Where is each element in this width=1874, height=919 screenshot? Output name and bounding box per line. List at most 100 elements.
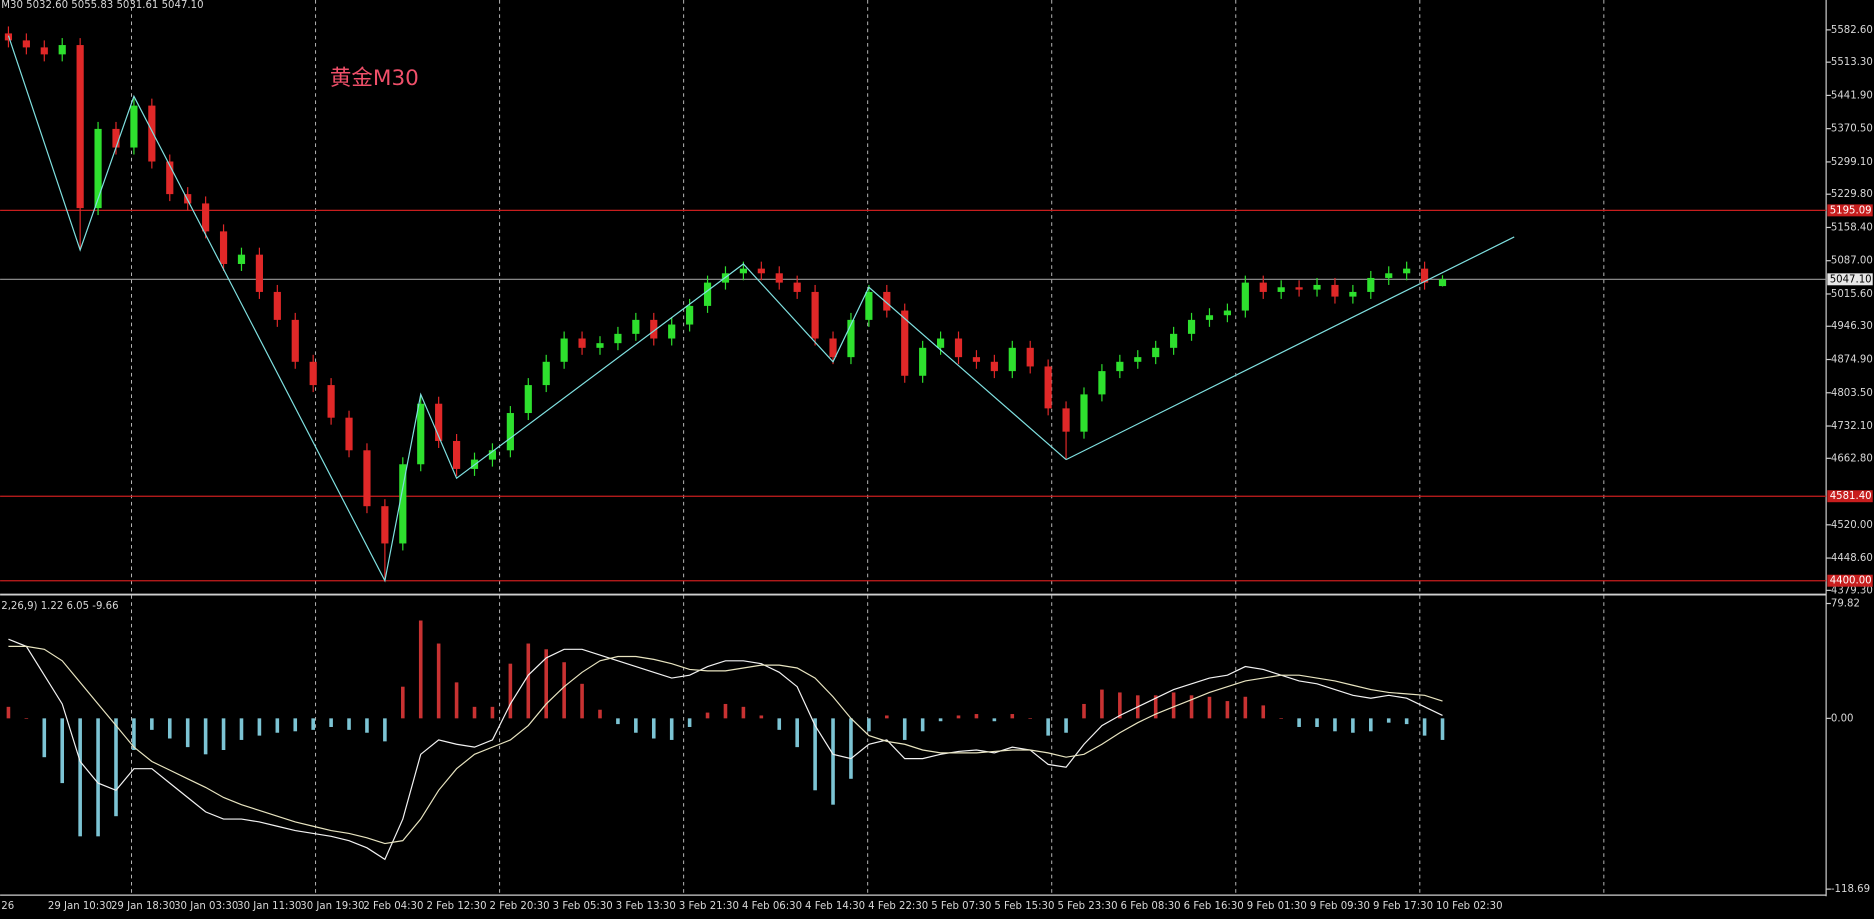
macd-line: [8, 638, 1443, 861]
candle-body: [1349, 291, 1357, 297]
macd-histogram-bar: [347, 718, 351, 730]
macd-histogram-bar: [920, 718, 925, 732]
candle-body: [1223, 310, 1231, 316]
macd-histogram-bar: [1261, 705, 1266, 719]
candle-body: [883, 291, 891, 311]
candle-body: [1098, 371, 1106, 395]
time-label: 5 Feb 23:30: [1057, 901, 1117, 912]
candle-body: [578, 338, 586, 348]
macd-histogram-bar: [705, 712, 710, 719]
candle-body: [1170, 333, 1178, 348]
macd-histogram-bar: [974, 714, 979, 719]
macd-histogram-bar: [365, 718, 369, 733]
level-box: [1827, 204, 1873, 217]
candle-body: [148, 105, 156, 162]
time-label: 3 Feb 21:30: [679, 901, 739, 912]
macd-histogram-bar: [741, 706, 746, 719]
y-tick-label: 5158.40: [1831, 222, 1873, 233]
macd-histogram-bar: [795, 718, 799, 748]
macd-histogram-bar: [616, 718, 620, 725]
macd-line: [8, 645, 1443, 845]
candle-body: [686, 305, 694, 325]
macd-histogram-bar: [1315, 718, 1319, 727]
macd-histogram-bar: [311, 718, 315, 730]
macd-histogram-bar: [472, 706, 477, 719]
candle-body: [775, 273, 783, 283]
macd-histogram-bar: [239, 718, 244, 740]
candle-body: [614, 333, 622, 344]
candle-body: [793, 282, 801, 292]
candle-body: [1026, 347, 1034, 367]
level-label: 4400.00: [1830, 576, 1872, 587]
candle-body: [650, 319, 658, 339]
macd-histogram-bar: [867, 718, 871, 732]
macd-histogram-bar: [257, 718, 262, 736]
macd-histogram-bar: [490, 706, 495, 719]
macd-histogram-bar: [1028, 718, 1033, 719]
y-tick-label: 5582.60: [1831, 25, 1873, 36]
time-label: 29 Jan 18:30: [111, 901, 175, 912]
time-label: 4 Feb 06:30: [742, 901, 802, 912]
candle-body: [219, 231, 228, 264]
y-tick-label: 4803.50: [1831, 388, 1873, 399]
candle-body: [829, 338, 837, 358]
level-label: 5195.09: [1830, 205, 1872, 216]
macd-histogram-bar: [1404, 718, 1409, 725]
time-label: 3 Feb 05:30: [553, 901, 613, 912]
current-price-label: 5047.10: [1830, 274, 1872, 285]
candle-body: [1438, 279, 1447, 287]
macd-histogram-bar: [1118, 692, 1122, 719]
level-box: [1827, 574, 1873, 587]
macd-histogram-bar: [1010, 714, 1015, 719]
macd-histogram-bar: [956, 715, 961, 719]
macd-histogram-bar: [526, 643, 531, 719]
macd-histogram-bar: [544, 649, 549, 719]
candle-body: [972, 357, 981, 362]
candle-body: [1259, 282, 1267, 292]
macd-histogram-bar: [42, 718, 47, 758]
time-label: 2 Feb 20:30: [490, 901, 550, 912]
macd-histogram-bar: [383, 718, 387, 742]
candle-body: [506, 413, 514, 451]
candle-body: [1062, 408, 1070, 432]
macd-histogram-bar: [132, 718, 136, 751]
macd-histogram-bar: [293, 718, 298, 732]
macd-histogram-bar: [902, 718, 907, 740]
macd-histogram-bar: [78, 718, 82, 837]
macd-histogram-bar: [1189, 695, 1194, 719]
time-label: 26: [1, 901, 14, 912]
time-label: 10 Feb 02:30: [1436, 901, 1503, 912]
candle-body: [811, 291, 819, 339]
candle-body: [399, 464, 407, 544]
macd-histogram-bar: [1351, 718, 1355, 733]
macd-histogram-bar: [723, 703, 728, 719]
macd-histogram-bar: [562, 662, 566, 719]
y-tick-label: 5087.00: [1831, 256, 1873, 267]
macd-histogram-bar: [669, 718, 674, 740]
macd-histogram-bar: [1082, 703, 1086, 719]
macd-histogram-bar: [96, 718, 100, 837]
candle-body: [1403, 268, 1411, 274]
macd-histogram-bar: [418, 620, 423, 719]
candle-body: [1116, 361, 1124, 372]
candle-body: [990, 361, 998, 372]
zigzag-line: [7, 35, 1067, 583]
time-label: 29 Jan 10:30: [48, 901, 112, 912]
candle-body: [865, 291, 873, 320]
macd-histogram-bar: [1369, 718, 1373, 732]
candle-body: [1295, 287, 1303, 290]
candle-body: [166, 161, 174, 195]
candle-body: [1205, 315, 1214, 320]
y-tick-label: 5370.50: [1831, 124, 1873, 135]
macd-histogram-bar: [580, 683, 584, 719]
macd-histogram-bar: [813, 718, 817, 791]
time-label: 30 Jan 03:30: [174, 901, 238, 912]
candle-body: [1331, 284, 1339, 297]
macd-histogram-bar: [1225, 701, 1230, 719]
macd-histogram-bar: [401, 686, 405, 719]
y-tick-label: 5299.10: [1831, 157, 1873, 168]
y-tick-label: 4662.80: [1831, 453, 1873, 464]
candle-body: [757, 268, 765, 274]
macd-histogram-bar: [454, 682, 459, 719]
